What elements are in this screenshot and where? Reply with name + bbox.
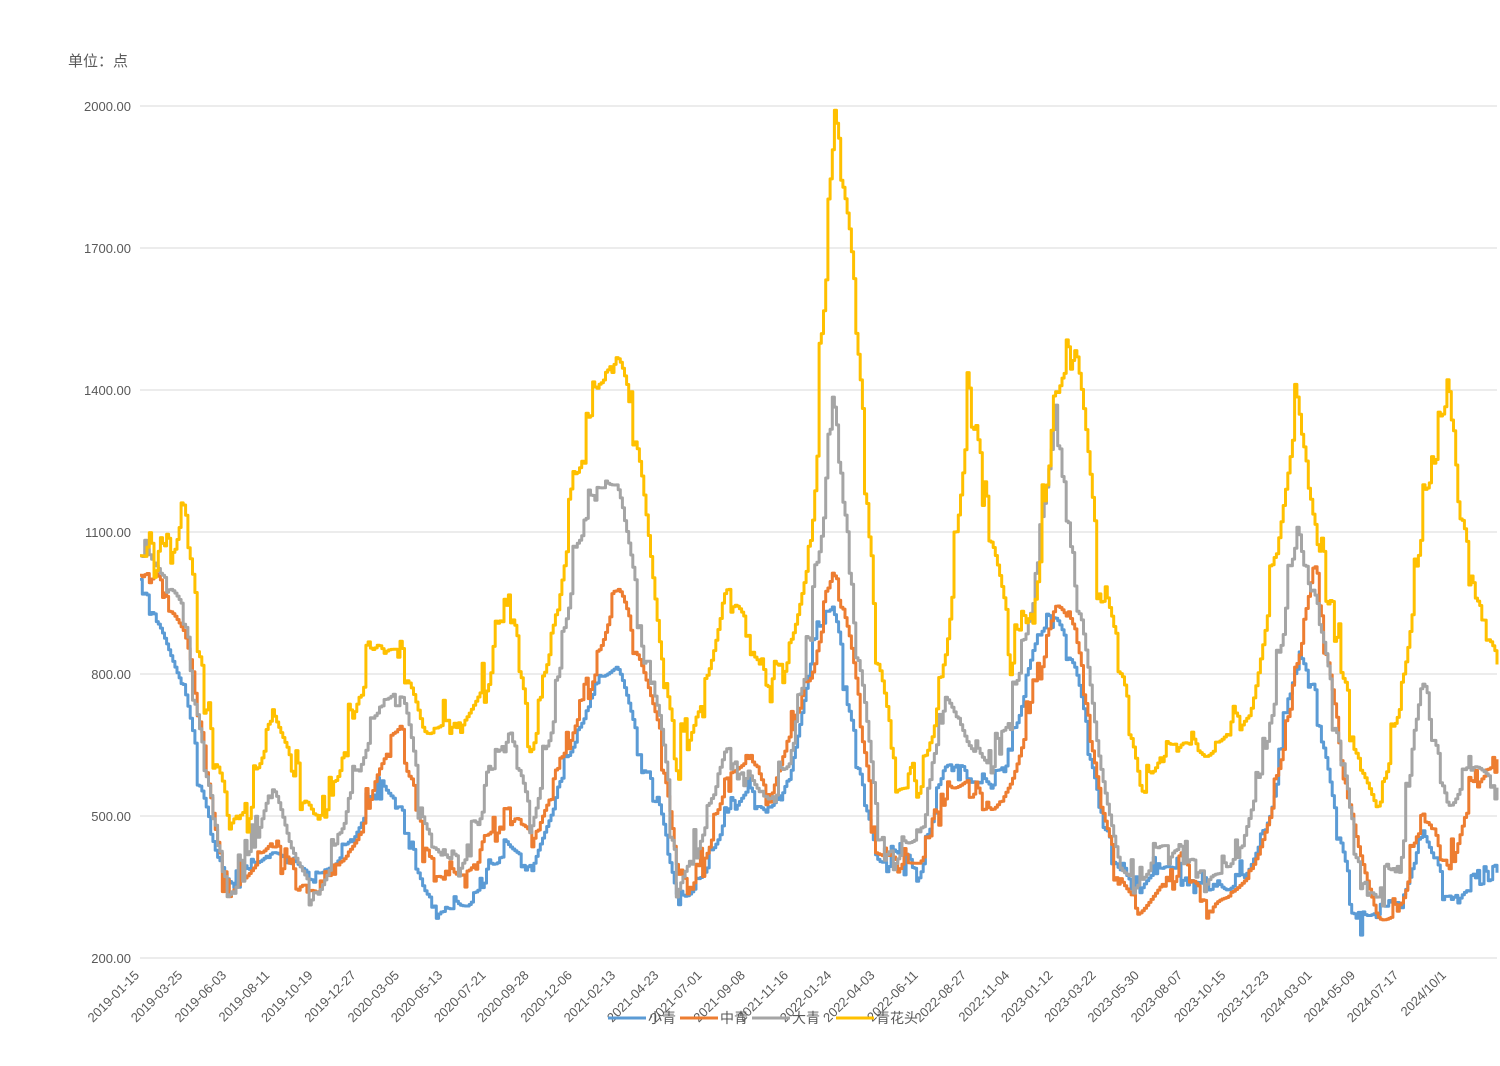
y-tick-label: 800.00	[91, 667, 131, 682]
unit-label: 单位：点	[68, 52, 129, 70]
series-line-4	[140, 108, 1499, 834]
y-tick-label: 1100.00	[85, 525, 131, 540]
legend-label: 小青	[648, 1010, 676, 1026]
y-axis: 200.00 500.00 800.00 1100.00 1400.00 1700.00 2…	[84, 99, 131, 966]
legend-label: 中青	[720, 1010, 748, 1026]
series-line-2	[140, 565, 1499, 922]
legend-label: 大青	[792, 1010, 820, 1026]
legend: 小青 中青 大青 青花头	[608, 1010, 918, 1026]
x-axis: 2019-01-152019-03-252019-06-032019-08-11…	[84, 968, 1449, 1026]
y-tick-label: 200.00	[91, 951, 131, 966]
x-tick-label: 2024/10/1	[1397, 968, 1449, 1020]
y-tick-label: 500.00	[91, 809, 131, 824]
series-line-3	[140, 395, 1499, 908]
y-tick-label: 1700.00	[84, 241, 131, 256]
y-tick-label: 1400.00	[84, 383, 131, 398]
y-tick-label: 2000.00	[84, 99, 131, 114]
series-layer	[140, 108, 1499, 937]
legend-label: 青花头	[876, 1010, 918, 1026]
